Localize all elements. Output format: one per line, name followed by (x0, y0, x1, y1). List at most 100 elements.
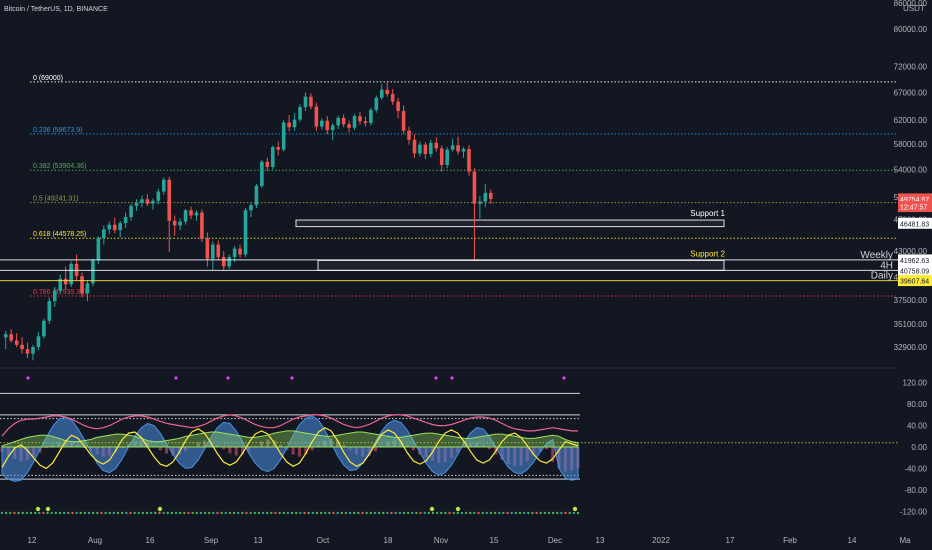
price-tick-label: 80000.00 (894, 25, 928, 34)
top-marker (226, 376, 230, 380)
bottom-dot (203, 511, 207, 515)
bottom-dot (112, 511, 116, 515)
bottom-dot (535, 511, 538, 515)
candle-body (303, 96, 308, 108)
money-flow-area (1, 430, 579, 448)
time-tick-label: 17 (726, 536, 735, 545)
bottom-dot (13, 511, 16, 515)
bottom-dot (423, 511, 426, 515)
candle-body (91, 260, 95, 284)
bottom-dot (382, 511, 385, 515)
bottom-dot (166, 511, 169, 515)
candle-body (347, 124, 351, 128)
time-tick-label: Oct (317, 536, 330, 545)
histogram-bar (266, 439, 270, 447)
bottom-dot (228, 511, 232, 515)
price-tag-text: 40758.09 (900, 268, 929, 275)
candle-body (216, 244, 221, 258)
price-tag-text: 41962.63 (900, 258, 929, 265)
candle-body (20, 344, 24, 350)
candle-body (483, 192, 488, 202)
candle-body (123, 217, 128, 224)
bottom-dot (178, 511, 182, 515)
bottom-dot (50, 511, 53, 515)
bottom-dot (361, 511, 364, 515)
bottom-dot (71, 511, 74, 515)
bottom-dot (96, 511, 99, 515)
bottom-dot (477, 511, 480, 515)
candle-body (292, 119, 297, 128)
candle-body (194, 212, 199, 216)
bottom-dot (100, 511, 103, 515)
time-tick-label: Dec (548, 536, 562, 545)
histogram-bar (291, 447, 295, 455)
bottom-dot (440, 511, 443, 515)
candle-body (270, 147, 275, 167)
candle-body (211, 244, 215, 259)
bottom-dot (527, 511, 530, 515)
bottom-dot (38, 511, 41, 515)
bottom-dot (220, 511, 223, 515)
time-axis[interactable]: 12 Aug 16 Sep 13 Oct 18 Nov 15 Dec 13 2022 17 Feb 14 Ma (28, 536, 912, 545)
bottom-dot (531, 511, 534, 515)
bottom-dot (116, 511, 120, 515)
histogram-bar (335, 440, 339, 447)
candle-body (14, 340, 19, 345)
price-tag-box (898, 217, 932, 229)
oscillator-pane (0, 376, 898, 515)
bottom-dot (195, 511, 198, 515)
price-tag-box (898, 264, 932, 276)
bottom-dot (29, 511, 33, 515)
bottom-dot (170, 511, 174, 515)
candle-body (358, 116, 362, 122)
time-tick-label: 12 (28, 536, 37, 545)
candle-body (352, 116, 357, 128)
candle-body (107, 224, 112, 230)
price-tick-label: 43000.00 (894, 247, 928, 256)
candle-body (156, 191, 161, 201)
price-tick-label: 32900.00 (894, 343, 928, 352)
bottom-dot (444, 511, 447, 515)
oscillator-tick-label: 80.00 (907, 400, 928, 409)
price-tick-label: 62000.00 (894, 116, 928, 125)
bottom-dot (295, 511, 298, 515)
bottom-dot (406, 511, 410, 515)
histogram-bar (487, 447, 491, 450)
bottom-dot (249, 511, 252, 515)
bottom-dot (158, 511, 161, 515)
bottom-dot (506, 511, 509, 515)
candle-body (96, 238, 101, 261)
bottom-dot (390, 511, 393, 515)
top-marker (434, 376, 438, 380)
bottom-dot (568, 511, 571, 515)
histogram-bar (165, 447, 169, 454)
histogram-bar (82, 447, 86, 449)
bottom-dot (191, 511, 194, 515)
bottom-dot (33, 511, 37, 515)
bottom-dot (87, 511, 91, 515)
bottom-dot (514, 511, 518, 515)
time-tick-label: 13 (596, 536, 605, 545)
bottom-dot (0, 511, 4, 515)
bottom-dot (315, 511, 319, 515)
bottom-dot (348, 511, 352, 515)
candle-body (63, 278, 68, 285)
bottom-dot (129, 511, 132, 515)
price-tag-text: 39607.64 (900, 279, 929, 286)
signal-dot (45, 506, 51, 512)
top-marker (290, 376, 294, 380)
bottom-dot (237, 511, 240, 515)
bottom-dot (332, 511, 335, 515)
candle-body (287, 122, 291, 128)
bottom-dot (9, 511, 12, 515)
price-tag-text: 46481.83 (900, 221, 929, 228)
bottom-dot (241, 511, 244, 515)
candle-body (418, 144, 422, 154)
bottom-dot (232, 511, 236, 515)
support-zone-label: Support 2 (690, 249, 725, 258)
candle-body (330, 125, 335, 131)
candle-body (461, 148, 466, 152)
oscillator-tick-label: 0.00 (911, 443, 927, 452)
bottom-dot (473, 511, 476, 515)
